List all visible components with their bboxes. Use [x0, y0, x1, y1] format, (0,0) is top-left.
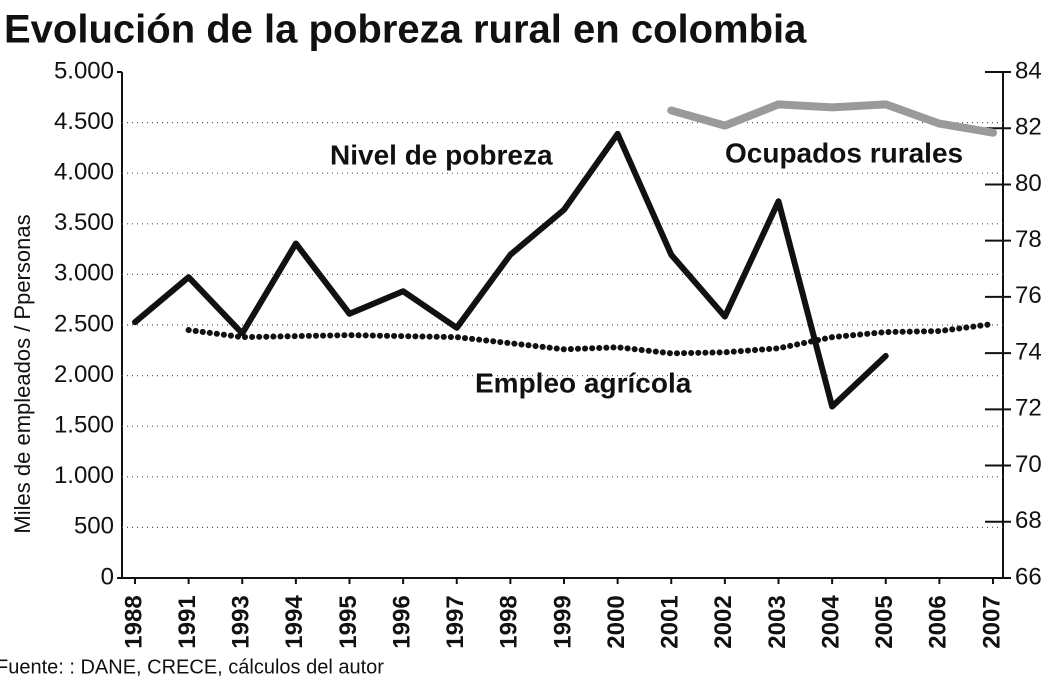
- x-tick-label: 2006: [925, 595, 952, 648]
- y2-tick-label: 76: [1015, 282, 1042, 309]
- x-tick-label: 1993: [228, 595, 255, 648]
- y2-tick-label: 72: [1015, 395, 1042, 422]
- y2-tick-label: 84: [1015, 57, 1042, 84]
- x-tick-label: 1996: [388, 595, 415, 648]
- y-tick-label: 1.000: [54, 462, 114, 489]
- series-line: [132, 130, 889, 410]
- series-label: Nivel de pobreza: [330, 139, 553, 170]
- x-tick-label: 2002: [710, 595, 737, 648]
- y2-tick-label: 80: [1015, 170, 1042, 197]
- y2-tick-label: 78: [1015, 226, 1042, 253]
- y-tick-label: 5.000: [54, 57, 114, 84]
- y-tick-label: 0: [101, 563, 114, 590]
- y-tick-label: 2.500: [54, 310, 114, 337]
- x-tick-label: 2005: [871, 595, 898, 648]
- x-tick-label: 2001: [657, 595, 684, 648]
- y-tick-label: 4.500: [54, 108, 114, 135]
- x-tick-label: 1988: [120, 595, 147, 648]
- x-tick-label: 1995: [335, 595, 362, 648]
- y2-tick-label: 70: [1015, 451, 1042, 478]
- x-tick-label: 2003: [764, 595, 791, 648]
- x-tick-label: 2007: [978, 595, 1005, 648]
- y-tick-label: 2.000: [54, 361, 114, 388]
- series-line: [185, 320, 996, 357]
- series-label: Ocupados rurales: [725, 137, 963, 168]
- x-tick-label: 1998: [496, 595, 523, 648]
- source-note: Fuente: : DANE, CRECE, cálculos del auto…: [0, 656, 384, 678]
- y2-tick-label: 66: [1015, 563, 1042, 590]
- x-tick-label: 1997: [442, 595, 469, 648]
- y2-tick-label: 68: [1015, 507, 1042, 534]
- y-tick-label: 3.500: [54, 209, 114, 236]
- chart-title: Evolución de la pobreza rural en colombi…: [4, 8, 807, 52]
- series-line: [667, 100, 997, 137]
- x-tick-label: 2000: [603, 595, 630, 648]
- x-tick-label: 2004: [817, 595, 844, 649]
- y2-tick-label: 82: [1015, 114, 1042, 141]
- x-tick-label: 1991: [174, 595, 201, 648]
- y2-tick-label: 74: [1015, 338, 1042, 365]
- x-tick-label: 1999: [549, 595, 576, 648]
- series-label: Empleo agrícola: [475, 367, 692, 398]
- y-tick-label: 4.000: [54, 159, 114, 186]
- x-tick-label: 1994: [281, 595, 308, 649]
- y-tick-label: 1.500: [54, 412, 114, 439]
- y-tick-label: 500: [74, 513, 114, 540]
- y-axis-label: Miles de empleados / Ppersonas: [10, 214, 35, 533]
- y-tick-label: 3.000: [54, 260, 114, 287]
